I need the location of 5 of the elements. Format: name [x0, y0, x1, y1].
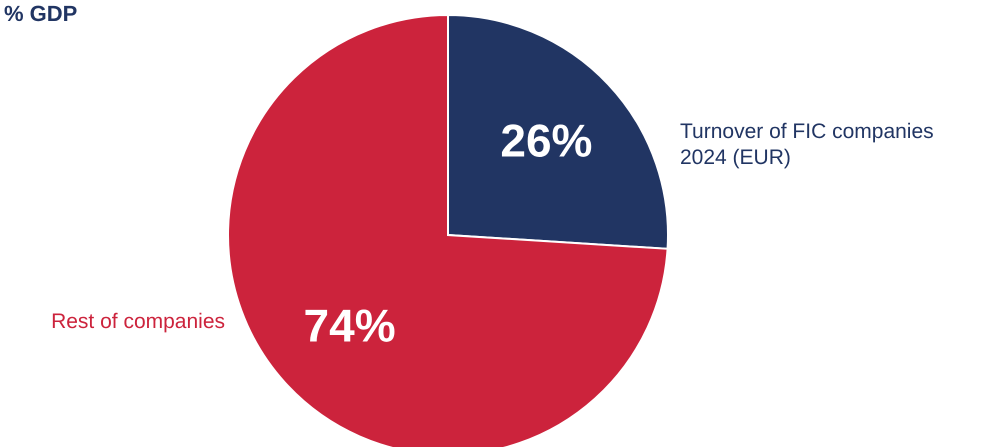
data-label: 26% [500, 114, 592, 167]
chart-title: % GDP [4, 1, 78, 26]
slice-label: Rest of companies [51, 310, 225, 333]
data-label: 74% [304, 299, 396, 352]
slice-label: Turnover of FIC companies 2024 (EUR) [680, 120, 934, 169]
